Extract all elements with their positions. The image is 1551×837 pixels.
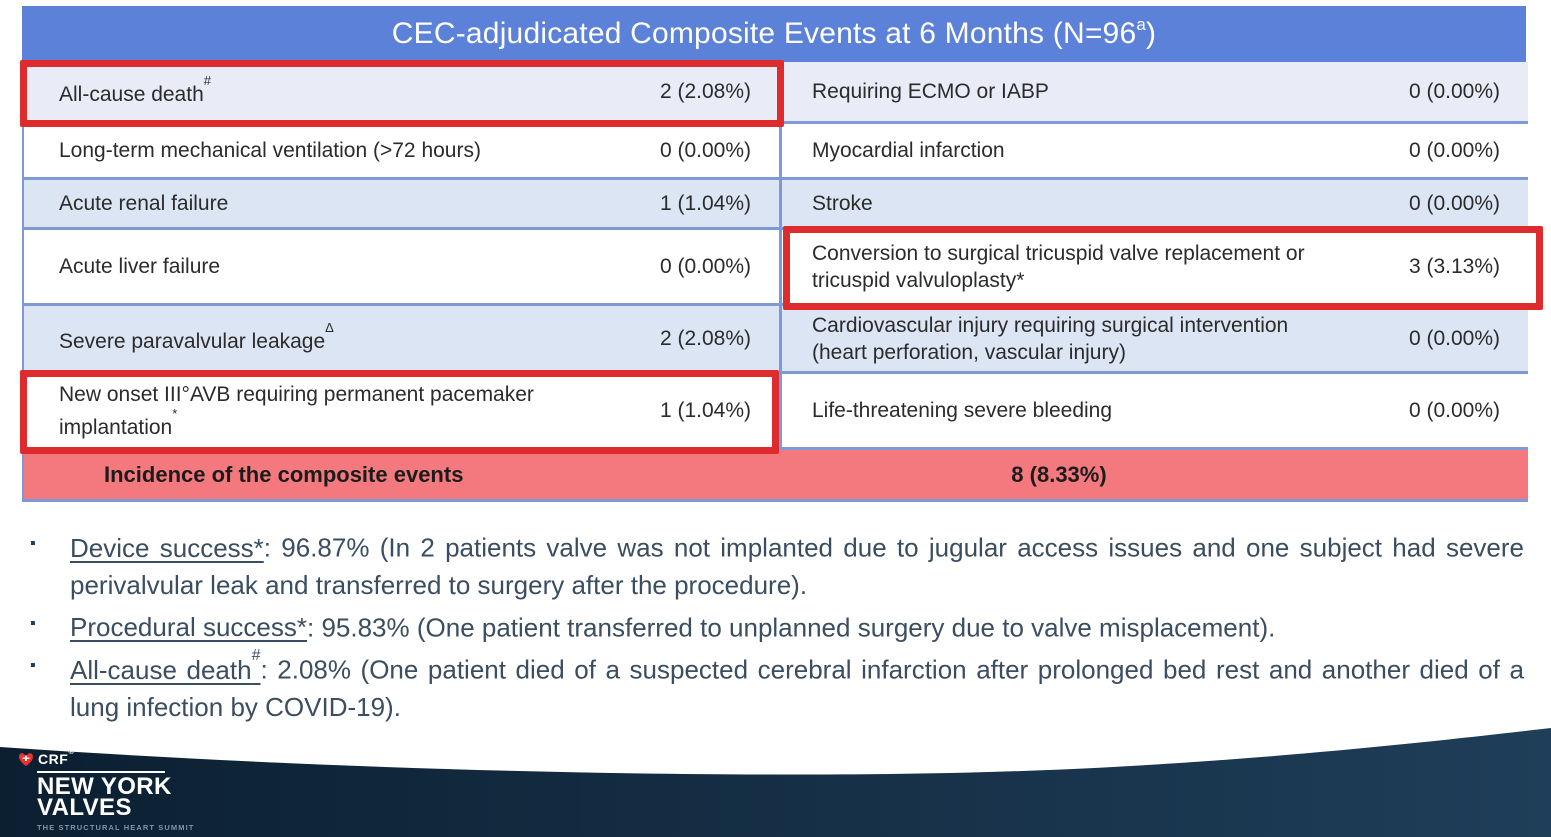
event-label: Stroke [779, 180, 1319, 230]
crf-new-york-valves-logo: CRF® NEW YORK VALVES THE STRUCTURAL HEAR… [18, 747, 195, 832]
logo-name-line1: NEW YORK [37, 773, 172, 800]
table-title-superscript: a [1136, 15, 1146, 34]
event-value: 0 (0.00%) [1319, 124, 1528, 180]
logo-divider [37, 771, 165, 773]
event-value: 0 (0.00%) [1319, 62, 1528, 124]
logo-tagline: THE STRUCTURAL HEART SUMMIT [37, 823, 195, 832]
event-label: Myocardial infarction [779, 124, 1319, 180]
event-label: Life-threatening severe bleeding [779, 374, 1319, 450]
event-value: 1 (1.04%) [574, 180, 779, 230]
composite-incidence-value: 8 (8.33%) [1011, 461, 1107, 487]
event-value: 0 (0.00%) [574, 230, 779, 306]
list-item: ▪ Device success*: 96.87% (In 2 patients… [30, 524, 1524, 604]
event-value: 2 (2.08%) [574, 62, 779, 124]
events-grid: All-cause death# 2 (2.08%) Requiring ECM… [22, 62, 1528, 502]
bullet-icon: ▪ [30, 657, 36, 675]
list-item: ▪ Procedural success*: 95.83% (One patie… [30, 604, 1524, 647]
event-value: 0 (0.00%) [574, 124, 779, 180]
events-table: CEC-adjudicated Composite Events at 6 Mo… [22, 6, 1528, 502]
event-value: 1 (1.04%) [574, 374, 779, 450]
event-label: Acute liver failure [24, 230, 574, 306]
table-title-text: CEC-adjudicated Composite Events at 6 Mo… [391, 17, 1137, 50]
event-label: Requiring ECMO or IABP [779, 62, 1319, 124]
event-value: 3 (3.13%) [1319, 230, 1528, 306]
crf-wordmark: CRF® [38, 747, 75, 767]
event-value: 0 (0.00%) [1319, 374, 1528, 450]
event-value: 0 (0.00%) [1319, 180, 1528, 230]
heart-icon [19, 752, 33, 766]
event-value: 0 (0.00%) [1319, 306, 1528, 374]
table-title: CEC-adjudicated Composite Events at 6 Mo… [22, 6, 1526, 62]
list-item: ▪ All-cause death#: 2.08% (One patient d… [30, 646, 1524, 726]
event-value: 2 (2.08%) [574, 306, 779, 374]
event-label: Acute renal failure [24, 180, 574, 230]
bullet-icon: ▪ [30, 614, 36, 632]
bullet-icon: ▪ [30, 535, 36, 552]
event-label: All-cause death# [24, 62, 574, 124]
event-label: Conversion to surgical tricuspid valve r… [779, 230, 1319, 306]
footer-wave-band [0, 728, 1551, 837]
event-label: New onset III°AVB requiring permanent pa… [24, 374, 574, 450]
event-label: Severe paravalvular leakageΔ [24, 306, 574, 374]
notes-list: ▪ Device success*: 96.87% (In 2 patients… [30, 524, 1524, 726]
event-label: Long-term mechanical ventilation (>72 ho… [24, 124, 574, 180]
composite-incidence-label: Incidence of the composite events [104, 461, 464, 487]
event-label: Cardiovascular injury requiring surgical… [779, 306, 1319, 374]
logo-name-line2: VALVES [37, 794, 132, 821]
composite-incidence-row: Incidence of the composite events 8 (8.3… [24, 450, 1528, 502]
